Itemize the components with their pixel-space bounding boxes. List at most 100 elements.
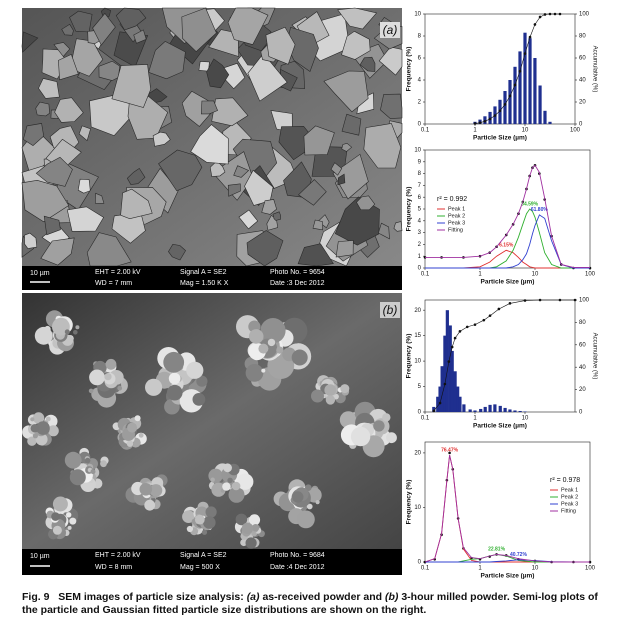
x-axis-label: Particle Size (µm) <box>473 423 527 430</box>
y-tick-label: 4 <box>418 218 422 224</box>
x-tick-label: 100 <box>585 272 596 278</box>
y2-tick-label: 60 <box>579 56 586 62</box>
bar <box>443 335 447 412</box>
y2-tick-label: 40 <box>579 365 586 371</box>
flake <box>61 23 74 36</box>
flake <box>126 167 146 185</box>
sem-image <box>21 7 403 267</box>
flake <box>297 243 334 267</box>
y-tick-label: 2 <box>418 242 422 248</box>
particle <box>36 421 50 435</box>
data-point <box>473 122 477 125</box>
flake <box>272 211 282 221</box>
particle <box>64 451 82 469</box>
particle <box>315 500 320 505</box>
y2-tick-label: 80 <box>579 34 586 40</box>
flake <box>246 230 284 267</box>
particle <box>32 412 45 424</box>
scale-label: 10 µm <box>30 553 50 560</box>
caption: Fig. 9 SEM images of particle size analy… <box>22 591 612 617</box>
flake <box>359 56 376 72</box>
particle <box>145 378 163 396</box>
flake <box>341 142 353 152</box>
data-point <box>432 409 436 413</box>
flake <box>94 192 105 204</box>
data-point <box>450 345 454 349</box>
bar <box>445 310 449 412</box>
peak-label: 40.72% <box>510 552 528 558</box>
bar <box>518 410 522 412</box>
flake <box>335 240 354 258</box>
flake <box>58 53 79 81</box>
particle <box>127 422 138 433</box>
bar <box>518 51 522 124</box>
x-tick-label: 100 <box>585 566 596 572</box>
particle <box>211 482 226 497</box>
data-point <box>498 109 502 113</box>
figure: 10 µm EHT = 2.00 kV WD = 7 mm Signal A =… <box>21 7 597 580</box>
particle <box>276 346 284 354</box>
signal: Signal A = SE2 <box>180 269 227 276</box>
particle <box>311 389 324 403</box>
caption-text: 3-hour milled powder. Semi-log plots of … <box>22 591 598 616</box>
series-line <box>425 164 590 268</box>
data-point <box>523 299 527 302</box>
y-tick-label: 10 <box>414 148 421 154</box>
bar <box>456 386 460 412</box>
data-point <box>553 12 557 16</box>
flake <box>393 221 403 232</box>
y-tick-label: 20 <box>414 450 421 456</box>
flake <box>378 46 403 76</box>
flake <box>190 124 229 165</box>
signal: Signal A = SE2 <box>180 552 227 559</box>
series-line <box>425 214 590 269</box>
bar <box>503 407 507 412</box>
bar <box>468 409 472 412</box>
y2-tick-label: 0 <box>579 410 583 416</box>
particle <box>166 384 183 401</box>
flake <box>303 125 335 156</box>
particle <box>75 325 80 330</box>
y-tick-label: 5 <box>418 207 422 213</box>
flake <box>133 29 147 44</box>
peak-label: 22.81% <box>488 547 506 553</box>
flake <box>261 199 277 215</box>
flake <box>380 93 403 119</box>
flake <box>286 27 319 72</box>
bar <box>479 408 483 412</box>
y-tick-label: 4 <box>418 78 422 84</box>
data-point <box>518 69 522 73</box>
data-point <box>482 318 486 322</box>
particle <box>340 384 350 394</box>
bar <box>448 325 452 412</box>
flake <box>227 183 241 197</box>
x-tick-label: 100 <box>570 128 581 134</box>
flake <box>22 123 45 146</box>
y-tick-label: 7 <box>418 183 422 189</box>
particle <box>88 388 94 394</box>
particle <box>223 463 233 473</box>
particle <box>73 330 78 335</box>
flake <box>78 125 91 142</box>
legend-label: Peak 2 <box>448 213 465 219</box>
flake <box>152 131 171 147</box>
particle <box>45 416 51 422</box>
caption-label: Fig. 9 <box>22 591 50 603</box>
x-tick-label: 0.1 <box>421 416 430 422</box>
x-tick-label: 1 <box>478 272 482 278</box>
y2-tick-label: 60 <box>579 342 586 348</box>
flake <box>198 61 210 72</box>
particle <box>203 516 216 529</box>
flake <box>209 160 226 177</box>
flake <box>298 179 327 206</box>
particle <box>382 413 391 422</box>
y-axis-label: Frequency (%) <box>406 480 413 525</box>
particle <box>194 514 205 525</box>
flake <box>323 70 369 113</box>
data-point <box>508 94 512 98</box>
bar <box>548 121 552 124</box>
particle <box>192 393 206 406</box>
particle <box>245 537 257 549</box>
caption-text: (b) <box>385 591 399 603</box>
y-tick-label: 3 <box>418 230 422 236</box>
